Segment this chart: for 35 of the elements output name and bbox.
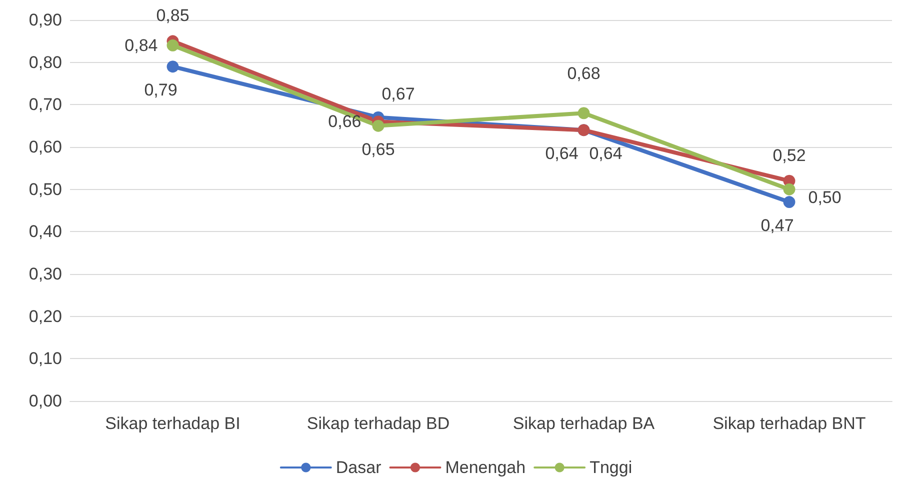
data-label: 0,68 [567, 64, 600, 84]
data-label: 0,64 [589, 144, 622, 164]
y-tick-label: 0,90 [28, 10, 62, 30]
y-tick-label: 0,00 [28, 392, 62, 410]
x-tick-label: Sikap terhadap BA [512, 414, 656, 433]
y-tick-label: 0,50 [28, 180, 62, 199]
point [783, 183, 796, 196]
point [166, 60, 179, 73]
y-tick-label: 0,40 [28, 222, 62, 242]
data-label: 0,47 [760, 216, 794, 236]
data-label: 0,64 [545, 144, 578, 164]
data-label: 0,66 [328, 112, 362, 132]
data-label: 0,84 [124, 36, 158, 55]
point [166, 39, 179, 52]
point [578, 107, 590, 120]
y-tick-label: 0,80 [28, 52, 62, 72]
y-tick-label: 0,20 [28, 306, 62, 326]
x-tick-label: Sikap terhadap BI [105, 414, 240, 433]
legend-label: Tnggi [590, 458, 632, 477]
data-label: 0,52 [772, 146, 806, 165]
data-label: 0,67 [382, 84, 415, 104]
x-tick-label: Sikap terhadap BD [306, 414, 450, 433]
y-tick-label: 0,60 [28, 138, 62, 156]
y-tick-label: 0,10 [28, 349, 62, 368]
legend-label: Menengah [445, 458, 526, 477]
y-tick-label: 0,70 [28, 95, 62, 114]
data-label: 0,65 [362, 140, 395, 159]
legend-label: Dasar [336, 458, 382, 477]
data-label: 0,79 [144, 80, 178, 100]
data-label: 0,50 [808, 188, 842, 207]
point [372, 120, 384, 132]
data-label: 0,85 [156, 6, 190, 26]
y-tick-label: 0,30 [28, 264, 62, 284]
x-tick-label: Sikap terhadap BNT [712, 414, 866, 433]
point [783, 196, 796, 208]
